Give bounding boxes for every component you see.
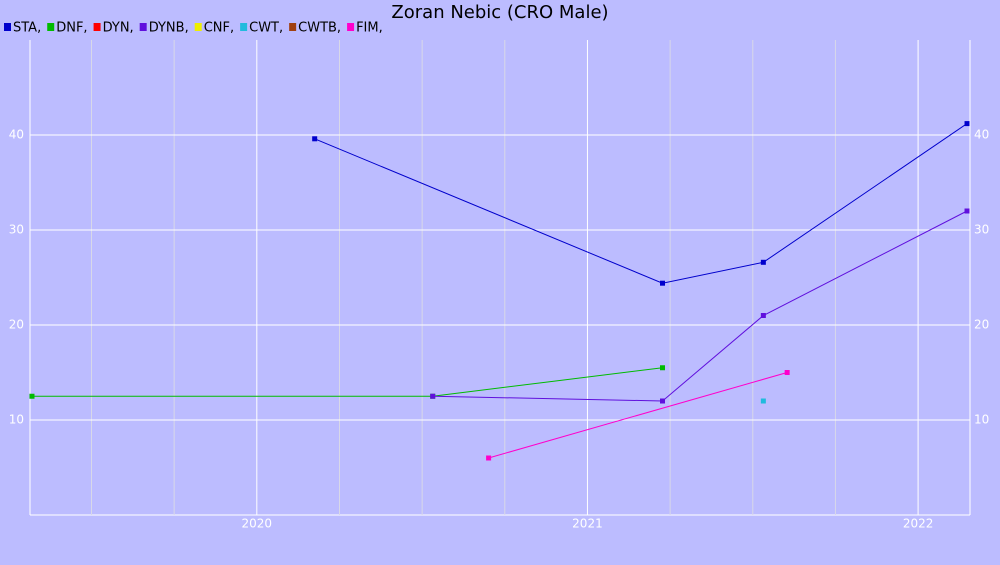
data-point bbox=[486, 455, 492, 461]
data-point bbox=[964, 121, 970, 127]
data-point bbox=[964, 208, 970, 214]
y-tick-label: 40 bbox=[9, 128, 24, 142]
legend-label: CWT, bbox=[249, 21, 283, 36]
chart-title: Zoran Nebic (CRO Male) bbox=[391, 2, 608, 23]
y-tick-label-right: 30 bbox=[974, 223, 989, 237]
series-line bbox=[488, 372, 788, 459]
y-tick-label: 30 bbox=[9, 223, 24, 237]
data-point bbox=[312, 136, 318, 142]
data-point bbox=[760, 259, 766, 265]
legend-swatch bbox=[194, 23, 202, 31]
y-tick-label: 10 bbox=[9, 413, 24, 427]
legend-swatch bbox=[347, 23, 355, 31]
data-point bbox=[760, 313, 766, 318]
x-tick-label: 2020 bbox=[242, 517, 273, 531]
legend-swatch bbox=[4, 23, 11, 31]
legend-swatch bbox=[47, 23, 55, 31]
y-tick-label: 20 bbox=[9, 318, 24, 332]
data-point bbox=[430, 393, 436, 399]
series-line bbox=[314, 123, 968, 284]
legend-label: CNF, bbox=[204, 21, 234, 36]
data-point bbox=[660, 365, 666, 371]
series-line bbox=[432, 210, 968, 402]
data-point bbox=[760, 398, 766, 404]
y-tick-label-right: 10 bbox=[974, 413, 989, 427]
data-point bbox=[660, 280, 666, 286]
legend-label: FIM, bbox=[356, 21, 383, 36]
y-tick-label-right: 40 bbox=[974, 128, 989, 142]
legend-label: CWTB, bbox=[298, 21, 341, 36]
legend-label: DYN, bbox=[103, 21, 134, 36]
legend-label: STA, bbox=[13, 21, 41, 36]
legend-swatch bbox=[93, 23, 101, 31]
legend-swatch bbox=[289, 23, 297, 31]
x-tick-label: 2022 bbox=[903, 517, 934, 531]
data-point bbox=[784, 370, 790, 375]
y-tick-label-right: 20 bbox=[974, 318, 989, 332]
legend-swatch bbox=[240, 23, 248, 31]
data-point bbox=[660, 398, 666, 404]
legend-swatch bbox=[139, 23, 147, 31]
x-tick-label: 2021 bbox=[572, 517, 603, 531]
data-point bbox=[29, 393, 35, 399]
legend-label: DNF, bbox=[56, 21, 87, 36]
legend-label: DYNB, bbox=[149, 21, 189, 36]
